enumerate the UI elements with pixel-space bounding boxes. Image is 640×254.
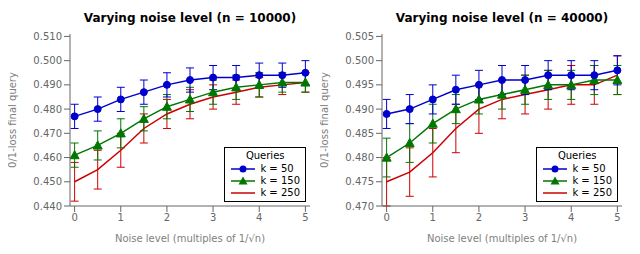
svg-text:0.490: 0.490 xyxy=(345,104,374,115)
html-text:k = 50: k = 50 xyxy=(572,163,606,174)
svg-text:0.500: 0.500 xyxy=(33,55,62,66)
html-text:Varying noise level (n = 10000: Varying noise level (n = 10000) xyxy=(83,11,297,25)
svg-text:0.490: 0.490 xyxy=(33,79,62,90)
svg-text:0.495: 0.495 xyxy=(345,79,374,90)
svg-text:2: 2 xyxy=(164,212,170,223)
svg-text:1: 1 xyxy=(118,212,124,223)
svg-text:0.480: 0.480 xyxy=(345,152,374,163)
svg-text:0.440: 0.440 xyxy=(33,201,62,212)
html-text:k = 50: k = 50 xyxy=(260,163,294,174)
svg-text:5: 5 xyxy=(302,212,308,223)
html-text:k = 150: k = 150 xyxy=(572,175,612,186)
svg-text:2: 2 xyxy=(476,212,482,223)
svg-text:0.505: 0.505 xyxy=(345,31,374,42)
svg-text:0.475: 0.475 xyxy=(345,176,374,187)
svg-text:1: 1 xyxy=(430,212,436,223)
html-text:k = 250: k = 250 xyxy=(260,187,300,198)
svg-text:4: 4 xyxy=(256,212,262,223)
svg-text:0.470: 0.470 xyxy=(33,128,62,139)
svg-text:0.500: 0.500 xyxy=(345,55,374,66)
html-text:Queries: Queries xyxy=(557,150,597,161)
svg-text:5: 5 xyxy=(614,212,620,223)
svg-text:0.470: 0.470 xyxy=(345,201,374,212)
svg-text:0.450: 0.450 xyxy=(33,176,62,187)
html-text:k = 250: k = 250 xyxy=(572,187,612,198)
svg-text:0.480: 0.480 xyxy=(33,104,62,115)
html-text:Queries: Queries xyxy=(245,150,285,161)
svg-text:0: 0 xyxy=(71,212,77,223)
svg-text:3: 3 xyxy=(210,212,216,223)
svg-text:0: 0 xyxy=(383,212,389,223)
html-text:Varying noise level (n = 40000: Varying noise level (n = 40000) xyxy=(395,11,609,25)
svg-text:Noise level (multiples of 1/√n: Noise level (multiples of 1/√n) xyxy=(427,233,577,244)
svg-text:0.510: 0.510 xyxy=(33,31,62,42)
svg-text:3: 3 xyxy=(522,212,528,223)
svg-text:0.460: 0.460 xyxy=(33,152,62,163)
svg-text:0.485: 0.485 xyxy=(345,128,374,139)
svg-text:4: 4 xyxy=(568,212,574,223)
svg-text:0/1-loss final query: 0/1-loss final query xyxy=(8,72,18,168)
svg-text:Noise level (multiples of 1/√n: Noise level (multiples of 1/√n) xyxy=(115,233,265,244)
svg-text:0/1-loss final query: 0/1-loss final query xyxy=(320,72,330,168)
html-text:k = 150: k = 150 xyxy=(260,175,300,186)
